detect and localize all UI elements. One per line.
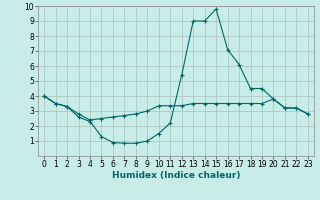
X-axis label: Humidex (Indice chaleur): Humidex (Indice chaleur) [112,171,240,180]
